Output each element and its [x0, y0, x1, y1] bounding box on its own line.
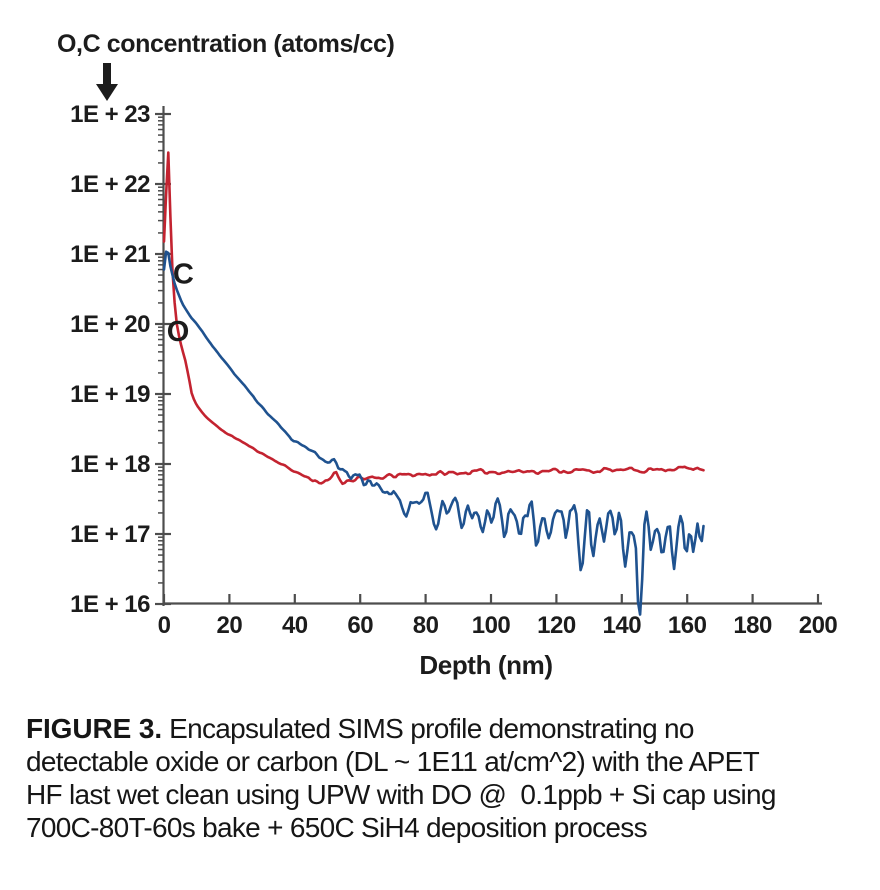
- y-axis-title: O,C concentration (atoms/cc): [57, 30, 395, 58]
- y-tick-label: 1E + 20: [70, 311, 150, 338]
- y-tick-label: 1E + 22: [70, 171, 150, 198]
- caption-line-3: HF last wet clean using UPW with DO @ 0.…: [26, 779, 776, 810]
- y-tick-label: 1E + 21: [70, 241, 150, 268]
- series-C-path: [162, 250, 705, 616]
- x-tick-label: 0: [158, 612, 171, 639]
- y-tick-label: 1E + 18: [70, 451, 150, 478]
- curves: OC: [162, 151, 705, 616]
- y-tick-label: 1E + 23: [70, 101, 150, 128]
- caption-line-1-text: Encapsulated SIMS profile demonstrating …: [169, 713, 694, 744]
- x-tick-label: 40: [282, 612, 308, 639]
- x-tick-label: 140: [603, 612, 642, 639]
- series-C-label: C: [173, 258, 194, 290]
- x-tick-label: 180: [733, 612, 772, 639]
- y-tick-label: 1E + 19: [70, 381, 150, 408]
- x-tick-label: 120: [537, 612, 576, 639]
- figure-number-label: FIGURE 3.: [26, 713, 163, 744]
- x-tick-label: 160: [668, 612, 707, 639]
- series-O-label: O: [167, 316, 190, 348]
- figure-caption: FIGURE 3. Encapsulated SIMS profile demo…: [26, 712, 868, 844]
- caption-line: FIGURE 3. Encapsulated SIMS profile demo…: [26, 712, 868, 745]
- caption-line-2: detectable oxide or carbon (DL ~ 1E11 at…: [26, 746, 760, 777]
- caption-line-4: 700C-80T-60s bake + 650C SiH4 deposition…: [26, 812, 648, 843]
- x-axis-label: Depth (nm): [419, 650, 552, 680]
- y-tick-label: 1E + 17: [70, 521, 150, 548]
- axes: 1E + 16 1E + 17 1E + 18 1E + 19 1E + 20 1E + …: [70, 101, 838, 639]
- x-tick-label: 20: [217, 612, 243, 639]
- series-O-path: [162, 151, 705, 486]
- x-tick-label: 200: [799, 612, 838, 639]
- down-arrow-icon: [96, 63, 118, 101]
- x-tick-label: 60: [347, 612, 373, 639]
- x-tick-label: 100: [472, 612, 511, 639]
- x-tick-label: 80: [413, 612, 439, 639]
- y-tick-label: 1E + 16: [70, 591, 150, 618]
